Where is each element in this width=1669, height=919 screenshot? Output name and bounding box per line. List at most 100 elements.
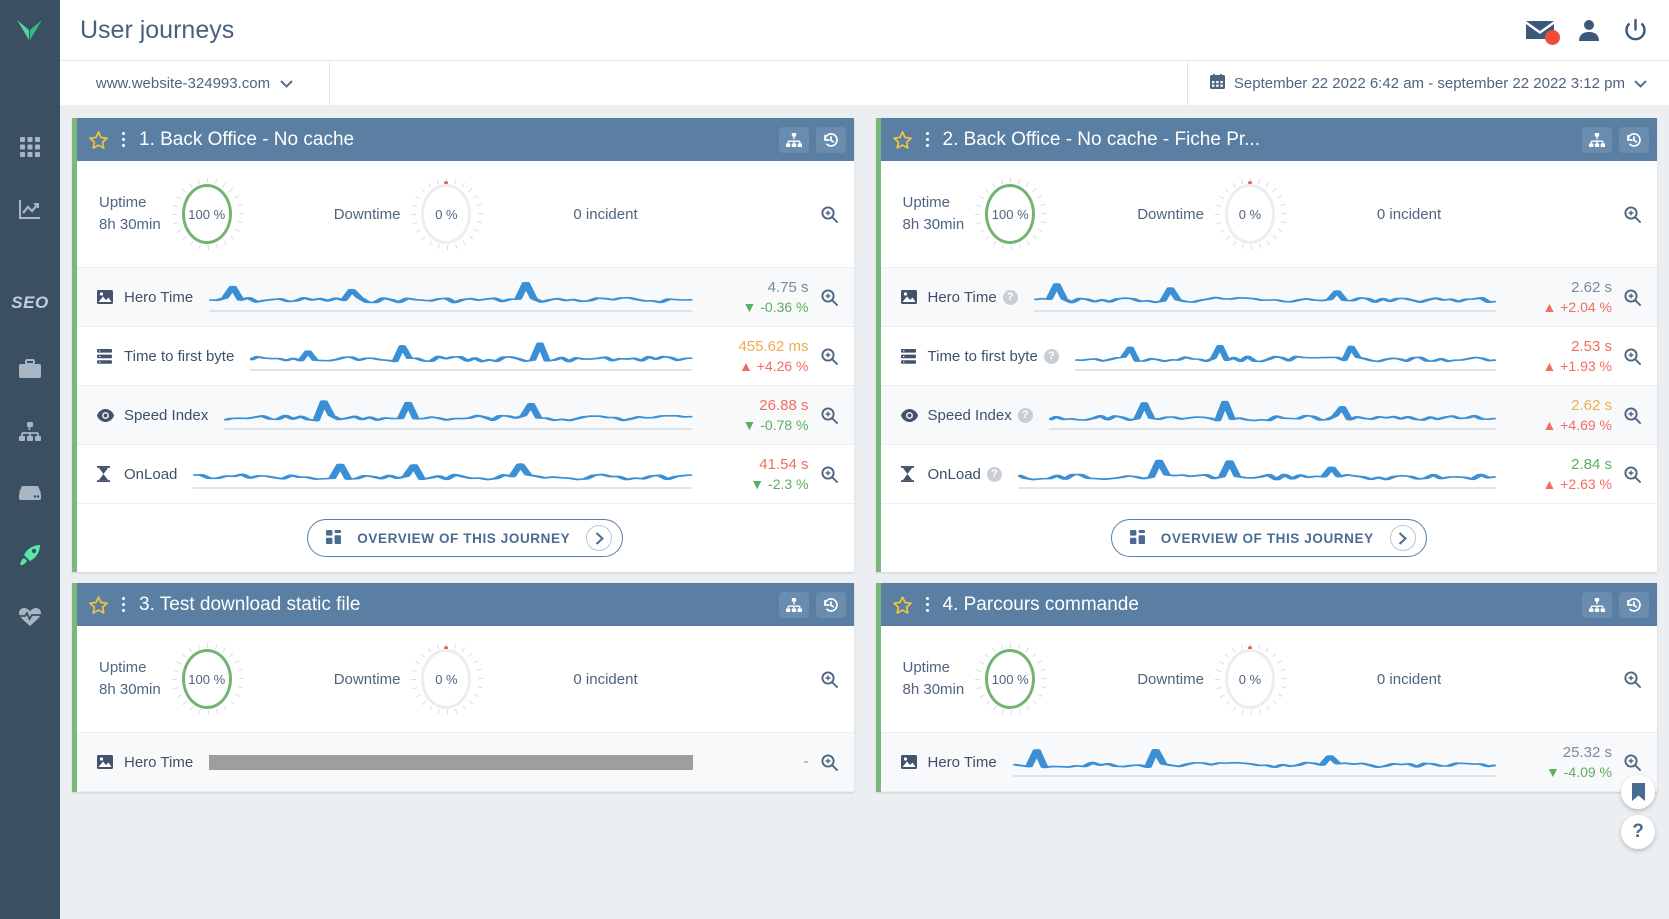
power-icon[interactable] xyxy=(1624,18,1647,42)
uptime-duration: 8h 30min xyxy=(99,216,161,233)
metric-zoom-icon[interactable] xyxy=(820,288,838,306)
card-history-button[interactable] xyxy=(1619,591,1649,618)
sitemap-icon xyxy=(19,421,41,441)
card-history-button[interactable] xyxy=(815,591,846,618)
card-footer: OVERVIEW OF THIS JOURNEY xyxy=(77,504,854,572)
gauge-ring xyxy=(421,184,472,244)
favorite-star-icon[interactable] xyxy=(89,595,108,614)
card-menu-icon[interactable] xyxy=(118,130,129,149)
card-history-button[interactable] xyxy=(1619,126,1649,153)
card-menu-icon[interactable] xyxy=(922,595,933,614)
metric-delta: ▼ -0.78 % xyxy=(742,416,809,433)
metric-sparkline xyxy=(209,280,693,314)
sidebar-item-seo[interactable]: SEO xyxy=(0,278,60,328)
card-history-button[interactable] xyxy=(815,126,846,153)
metric-value: 26.88 s xyxy=(759,397,809,415)
logo[interactable] xyxy=(0,0,60,60)
uptime-zoom-icon[interactable] xyxy=(1624,205,1641,223)
metric-row: OnLoad? 2.84 s ▲ +2.63 % xyxy=(880,445,1657,504)
metric-zoom-icon[interactable] xyxy=(820,406,838,424)
uptime-zoom-icon[interactable] xyxy=(820,670,838,688)
card-sitemap-button[interactable] xyxy=(1582,126,1612,153)
chevron-right-icon xyxy=(586,525,613,551)
gauge-ring xyxy=(421,649,472,709)
main-area: User journeys xyxy=(60,0,1669,919)
downtime-label: Downtime xyxy=(333,670,401,688)
metric-zoom-icon[interactable] xyxy=(1624,347,1641,365)
help-fab[interactable]: ? xyxy=(1621,815,1655,849)
metric-delta: ▲ +2.04 % xyxy=(1542,298,1612,315)
sidebar-item-servers[interactable] xyxy=(0,468,60,518)
server-icon xyxy=(19,486,41,500)
metric-label: OnLoad xyxy=(927,465,981,483)
sidebar-item-user-journeys[interactable] xyxy=(0,530,60,580)
help-icon[interactable]: ? xyxy=(1017,407,1033,423)
card-sitemap-button[interactable] xyxy=(778,126,809,153)
uptime-zoom-icon[interactable] xyxy=(1624,670,1641,688)
uptime-zoom-icon[interactable] xyxy=(820,205,838,223)
help-icon[interactable]: ? xyxy=(986,466,1002,482)
overview-of-journey-button[interactable]: OVERVIEW OF THIS JOURNEY xyxy=(1110,519,1427,557)
bookmark-fab[interactable] xyxy=(1621,775,1655,809)
card-header-actions xyxy=(778,126,846,153)
sidebar-item-sitemap[interactable] xyxy=(0,406,60,456)
metric-values: 2.53 s ▲ +1.93 % xyxy=(1508,337,1612,375)
gauge-ticks xyxy=(171,643,244,715)
card-sitemap-button[interactable] xyxy=(778,591,809,618)
card-header: 1. Back Office - No cache xyxy=(77,118,854,161)
date-range-selector[interactable]: September 22 2022 6:42 am - september 22… xyxy=(1188,61,1669,105)
journey-card: 3. Test download static file Uptime 8h 30m… xyxy=(72,583,854,792)
help-icon[interactable]: ? xyxy=(1002,289,1018,305)
image-icon xyxy=(900,290,923,304)
metric-sparkline xyxy=(224,398,693,432)
sidebar-item-analytics[interactable] xyxy=(0,184,60,234)
uptime-duration: 8h 30min xyxy=(99,681,161,698)
favorite-star-icon[interactable] xyxy=(892,130,912,149)
incident-count: 0 incident xyxy=(1376,670,1442,688)
favorite-star-icon[interactable] xyxy=(892,595,912,614)
card-sitemap-button[interactable] xyxy=(1582,591,1612,618)
metric-value: 2.53 s xyxy=(1571,338,1612,356)
user-icon[interactable] xyxy=(1578,19,1600,41)
card-menu-icon[interactable] xyxy=(118,595,129,614)
topbar: User journeys xyxy=(60,0,1669,60)
uptime-block: Uptime 8h 30min 100 % xyxy=(99,643,244,715)
gauge-marker xyxy=(1247,646,1252,650)
uptime-row: Uptime 8h 30min 100 % Downtime 0 % 0 incident xyxy=(77,161,854,268)
gauge-marker xyxy=(1247,181,1252,185)
metric-row: Speed Index? 2.62 s ▲ +4.69 % xyxy=(880,386,1657,445)
gauge-ticks xyxy=(1214,178,1287,250)
image-icon xyxy=(97,290,119,304)
overview-of-journey-button[interactable]: OVERVIEW OF THIS JOURNEY xyxy=(307,519,624,557)
metric-values: - xyxy=(705,752,809,772)
apps-grid-icon xyxy=(20,137,40,157)
card-menu-icon[interactable] xyxy=(922,130,933,149)
gauge-value: 100 % xyxy=(188,671,226,687)
sidebar-item-business[interactable] xyxy=(0,344,60,394)
favorite-star-icon[interactable] xyxy=(89,130,108,149)
grid-icon xyxy=(1129,529,1145,547)
site-selector[interactable]: www.website-324993.com xyxy=(60,61,330,105)
metric-zoom-icon[interactable] xyxy=(1624,288,1641,306)
mail-icon[interactable] xyxy=(1526,20,1560,45)
uptime-labels: Uptime 8h 30min xyxy=(903,192,965,236)
metric-zoom-icon[interactable] xyxy=(1624,406,1641,424)
gauge-ticks xyxy=(411,643,484,715)
sidebar-item-monitoring[interactable] xyxy=(0,592,60,642)
downtime-label: Downtime xyxy=(1137,205,1204,223)
metric-value: 25.32 s xyxy=(1562,744,1612,762)
heartbeat-icon xyxy=(19,608,41,626)
metric-zoom-icon[interactable] xyxy=(820,465,838,483)
metric-value: 4.75 s xyxy=(767,279,809,297)
sidebar-item-apps[interactable] xyxy=(0,122,60,172)
card-header: 4. Parcours commande xyxy=(880,583,1657,626)
help-icon[interactable]: ? xyxy=(1043,348,1059,364)
metric-values: 26.88 s ▼ -0.78 % xyxy=(705,396,809,434)
metric-values: 41.54 s ▼ -2.3 % xyxy=(705,455,808,493)
metric-zoom-icon[interactable] xyxy=(1624,753,1641,771)
metric-zoom-icon[interactable] xyxy=(1624,465,1641,483)
metric-zoom-icon[interactable] xyxy=(820,347,838,365)
image-icon xyxy=(97,755,119,769)
metric-zoom-icon[interactable] xyxy=(820,753,838,771)
metric-label: Time to first byte xyxy=(124,347,235,365)
